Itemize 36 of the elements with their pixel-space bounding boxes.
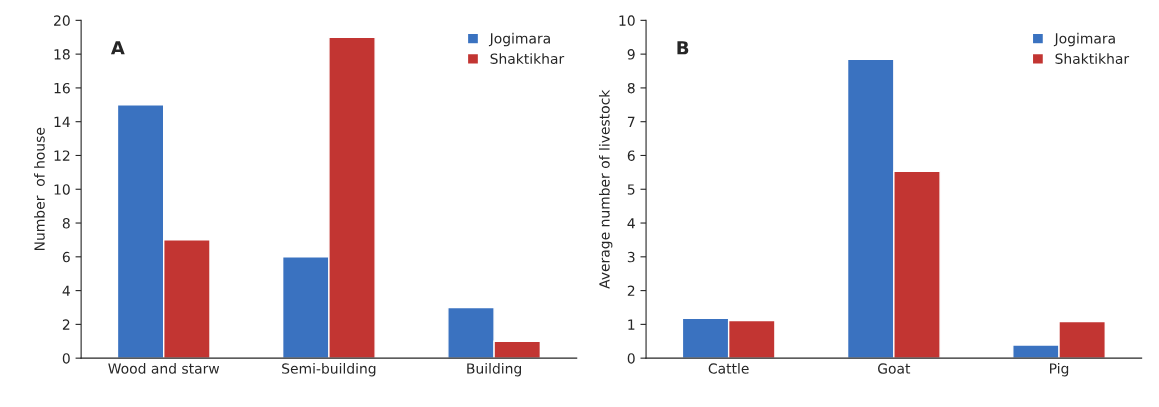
- y-tick-label: 5: [627, 184, 635, 195]
- y-tick-label: 2: [62, 319, 70, 330]
- y-tick-label: 0: [62, 353, 70, 364]
- x-tick-label: Wood and starw: [108, 363, 220, 374]
- y-tick-label: 1: [628, 319, 635, 330]
- y-tick-label: 18: [54, 49, 70, 60]
- text: A: [110, 41, 125, 55]
- x-tick-label: Cattle: [708, 363, 749, 374]
- y-tick-label: 2: [627, 285, 635, 296]
- y-tick-label: 9: [627, 49, 635, 60]
- y-tick-label: 8: [62, 218, 70, 229]
- y-tick-label: 20: [54, 15, 70, 26]
- y-axis-title: Number of house: [34, 127, 45, 251]
- legend-label: Jogimara: [488, 32, 550, 47]
- y-tick-label: 4: [62, 285, 70, 296]
- x-tick-label: Semi-building: [282, 363, 376, 377]
- y-tick-label: 8: [627, 82, 635, 94]
- text: B: [677, 41, 689, 55]
- x-tick-label: Building: [467, 363, 521, 377]
- y-tick-label: 10: [619, 15, 635, 26]
- x-tick-label: Goat: [878, 363, 911, 374]
- y-tick-label: 6: [62, 251, 70, 263]
- y-tick-label: 10: [54, 184, 70, 195]
- y-tick-label: 7: [627, 116, 635, 127]
- y-tick-label: 16: [54, 82, 70, 94]
- y-axis-title: Average number of livestock: [598, 89, 613, 289]
- y-tick-label: 0: [627, 353, 635, 364]
- legend-label: Shaktikhar: [490, 53, 565, 64]
- y-tick-label: 14: [54, 116, 70, 127]
- y-tick-label: 4: [627, 218, 635, 229]
- y-tick-label: 3: [627, 251, 635, 263]
- x-tick-label: Pig: [1050, 363, 1069, 377]
- y-tick-label: 12: [54, 150, 70, 161]
- legend-label: Shaktikhar: [1055, 53, 1130, 64]
- y-tick-label: 6: [627, 150, 635, 161]
- legend-label: Jogimara: [1053, 32, 1115, 47]
